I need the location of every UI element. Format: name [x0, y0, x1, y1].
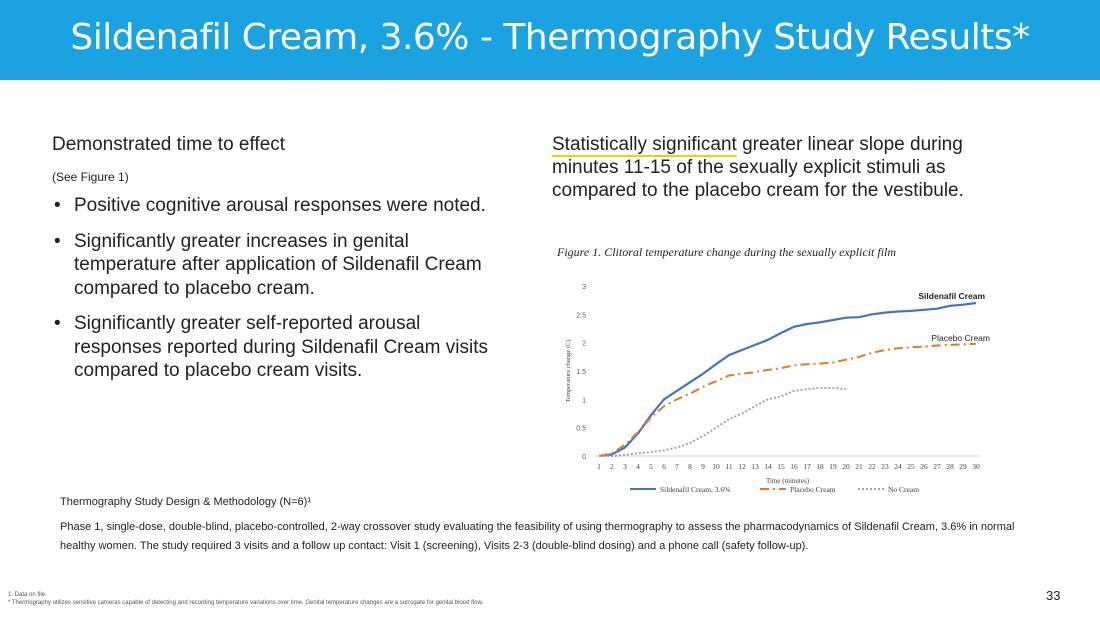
y-axis-title: Temperature change (C)	[565, 339, 572, 402]
x-tick-label: 15	[777, 462, 785, 471]
x-tick-label: 8	[688, 462, 692, 471]
left-subheading: (See Figure 1)	[52, 170, 129, 184]
bullet-item: • Positive cognitive arousal responses we…	[52, 194, 492, 218]
footnotes: 1. Data on file. * Thermography utilizes…	[8, 591, 483, 607]
right-summary: Statistically significant greater linear…	[552, 133, 992, 202]
series-line-placebo-cream	[598, 342, 977, 457]
y-tick-label: 0	[582, 454, 586, 461]
x-tick-label: 27	[933, 462, 941, 471]
x-tick-label: 3	[623, 462, 627, 471]
x-tick-label: 24	[894, 462, 902, 471]
page-number: 33	[1046, 588, 1061, 603]
left-column: Demonstrated time to effect (See Figure …	[52, 134, 492, 395]
slide-title: Sildenafil Cream, 3.6% - Thermography St…	[70, 17, 1030, 58]
x-tick-label: 30	[972, 462, 980, 471]
design-title: Thermography Study Design & Methodology …	[60, 496, 311, 508]
x-tick-label: 9	[701, 462, 705, 471]
x-tick-label: 29	[959, 462, 967, 471]
x-tick-label: 17	[803, 462, 811, 471]
x-tick-label: 25	[907, 462, 915, 471]
x-tick-label: 16	[790, 462, 798, 471]
bullet-icon: •	[54, 230, 61, 252]
bullet-text: Significantly greater increases in genit…	[74, 230, 482, 299]
y-tick-label: 1.5	[576, 369, 586, 376]
x-tick-label: 6	[662, 462, 666, 471]
x-tick-label: 11	[725, 462, 732, 471]
annotation-placebo: Placebo Cream	[931, 333, 990, 343]
y-tick-label: 2.5	[576, 312, 586, 319]
x-tick-label: 7	[675, 462, 679, 471]
series-line-no-cream	[599, 387, 847, 457]
x-tick-label: 22	[868, 462, 876, 471]
title-banner: Sildenafil Cream, 3.6% - Thermography St…	[0, 0, 1100, 80]
y-tick-label: 2	[582, 341, 586, 348]
x-tick-label: 21	[855, 462, 863, 471]
legend-label: Sildenafil Cream, 3.6%	[660, 485, 730, 494]
y-tick-label: 3	[582, 284, 586, 291]
x-tick-label: 2	[610, 462, 614, 471]
x-axis-title: Time (minutes)	[766, 477, 810, 485]
highlight-text: Statistically significant	[552, 134, 737, 155]
annotation-sildenafil: Sildenafil Cream	[918, 291, 985, 301]
x-tick-label: 10	[712, 462, 720, 471]
bullet-text: Significantly greater self-reported arou…	[74, 313, 488, 381]
legend-label: No Cream	[888, 485, 919, 494]
x-tick-label: 18	[816, 462, 824, 471]
bullet-icon: •	[54, 195, 61, 216]
bullet-list: • Positive cognitive arousal responses we…	[52, 194, 492, 383]
x-tick-label: 26	[920, 462, 928, 471]
design-body: Phase 1, single-dose, double-blind, plac…	[60, 521, 1015, 552]
x-tick-label: 12	[738, 462, 746, 471]
x-tick-label: 28	[946, 462, 954, 471]
temperature-line-chart: 00.511.522.531 2 3 4 5 6 7 8 9 10 11 12 13 14 15 16 17 18…	[565, 284, 990, 494]
x-tick-label: 23	[881, 462, 889, 471]
x-tick-label: 13	[751, 462, 759, 471]
footnote-thermography: * Thermography utilizes sensitive camera…	[8, 600, 484, 606]
bullet-item: • Significantly greater self-reported aro…	[52, 312, 492, 383]
footnote-data: 1. Data on file.	[8, 592, 47, 598]
x-tick-label: 20	[842, 462, 850, 471]
figure-caption: Figure 1. Clitoral temperature change du…	[557, 245, 897, 259]
y-tick-label: 0.5	[576, 426, 586, 433]
legend-label: Placebo Cream	[790, 485, 836, 494]
x-tick-label: 1	[597, 462, 601, 471]
x-tick-label: 19	[829, 462, 837, 471]
x-tick-label: 5	[649, 462, 653, 471]
y-tick-label: 1	[582, 397, 586, 404]
bullet-item: • Significantly greater increases in geni…	[52, 230, 492, 301]
left-heading: Demonstrated time to effect	[52, 134, 286, 155]
bullet-text: Positive cognitive arousal responses wer…	[74, 195, 486, 216]
x-tick-label: 14	[764, 462, 772, 471]
summary-text: greater linear slope during minutes 11-1…	[552, 134, 964, 201]
bullet-icon: •	[54, 313, 61, 334]
series-line-sildenafil-cream-3-6	[598, 301, 977, 458]
x-tick-label: 4	[636, 462, 640, 471]
